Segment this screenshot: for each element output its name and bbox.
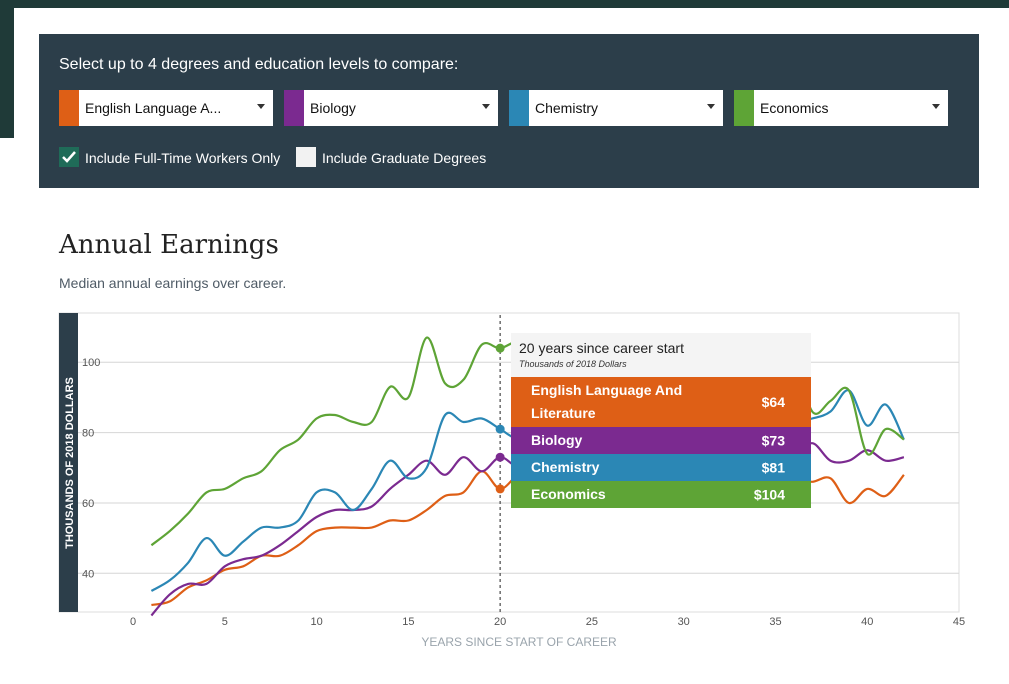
select-box[interactable]: Biology	[304, 90, 498, 126]
x-axis-label: YEARS SINCE START OF CAREER	[421, 635, 617, 649]
tooltip-value: $73	[762, 433, 786, 449]
y-tick-label: 60	[82, 498, 94, 510]
series-color-swatch	[284, 90, 304, 126]
earnings-chart: 40 60 80 100 0 5 10 15 20 25 30 35 40 45 THOUSANDS O…	[58, 312, 965, 649]
compare-panel: Select up to 4 degrees and education lev…	[39, 34, 979, 188]
y-tick-labels: 40 60 80 100	[82, 357, 100, 580]
checkbox-label: Include Full-Time Workers Only	[85, 150, 281, 166]
select-box[interactable]: Chemistry	[529, 90, 723, 126]
x-tick-label: 30	[678, 616, 690, 628]
tooltip-series-name: Chemistry	[531, 459, 600, 475]
compare-prompt: Select up to 4 degrees and education lev…	[59, 56, 459, 73]
tooltip-header	[511, 333, 811, 377]
y-tick-label: 80	[82, 428, 94, 440]
tooltip-row	[511, 377, 811, 427]
checkbox-box[interactable]	[59, 147, 79, 167]
hover-dot	[495, 484, 505, 494]
chevron-down-icon[interactable]	[257, 104, 265, 109]
select-box[interactable]: Economics	[754, 90, 948, 126]
select-box[interactable]: English Language A...	[79, 90, 273, 126]
x-tick-labels: 0 5 10 15 20 25 30 35 40 45	[130, 616, 965, 628]
y-tick-label: 40	[82, 568, 94, 580]
x-tick-label: 25	[586, 616, 598, 628]
x-tick-label: 35	[769, 616, 781, 628]
chart-subtitle: Median annual earnings over career.	[59, 275, 287, 291]
degree-select-4[interactable]: Economics	[734, 90, 948, 126]
tooltip-row	[511, 481, 811, 508]
x-tick-label: 40	[861, 616, 873, 628]
tooltip-title: 20 years since career start	[519, 340, 684, 356]
x-tick-label: 10	[310, 616, 322, 628]
hover-dot	[495, 452, 505, 462]
y-tick-label: 100	[82, 357, 100, 369]
tooltip-series-name: English Language And	[531, 382, 682, 398]
degree-select-2[interactable]: Biology	[284, 90, 498, 126]
hover-dots	[495, 343, 505, 494]
chevron-down-icon[interactable]	[707, 104, 715, 109]
degree-select-3[interactable]: Chemistry	[509, 90, 723, 126]
tooltip-value: $104	[754, 487, 785, 503]
left-stripe	[0, 8, 14, 138]
top-bar	[0, 0, 1009, 8]
tooltip-series-name: Biology	[531, 432, 583, 448]
x-tick-label: 15	[402, 616, 414, 628]
select-value: English Language A...	[85, 100, 222, 116]
select-value: Biology	[310, 100, 356, 116]
hover-dot	[495, 343, 505, 353]
tooltip-series-name-cont: Literature	[531, 405, 596, 421]
tooltip-subtitle: Thousands of 2018 Dollars	[519, 359, 627, 369]
chevron-down-icon[interactable]	[482, 104, 490, 109]
tooltip: 20 years since career start Thousands of …	[511, 333, 811, 508]
chart-title: Annual Earnings	[59, 230, 279, 260]
series-color-swatch	[59, 90, 79, 126]
tooltip-value: $64	[762, 394, 786, 410]
y-axis-label: THOUSANDS OF 2018 DOLLARS	[64, 377, 76, 549]
checkbox-box[interactable]	[296, 147, 316, 167]
tooltip-row	[511, 427, 811, 454]
checkbox-label: Include Graduate Degrees	[322, 150, 487, 166]
hover-dot	[495, 424, 505, 434]
series-color-swatch	[734, 90, 754, 126]
x-tick-label: 5	[222, 616, 228, 628]
x-tick-label: 20	[494, 616, 506, 628]
tooltip-row	[511, 454, 811, 481]
x-tick-label: 45	[953, 616, 965, 628]
x-tick-label: 0	[130, 616, 136, 628]
tooltip-value: $81	[762, 460, 786, 476]
tooltip-series-name: Economics	[531, 486, 606, 502]
y-axis-band	[59, 313, 78, 612]
checkmark-icon	[62, 151, 76, 163]
chevron-down-icon[interactable]	[932, 104, 940, 109]
series-color-swatch	[509, 90, 529, 126]
select-value: Chemistry	[535, 100, 599, 116]
select-value: Economics	[760, 100, 829, 116]
degree-select-1[interactable]: English Language A...	[59, 90, 273, 126]
